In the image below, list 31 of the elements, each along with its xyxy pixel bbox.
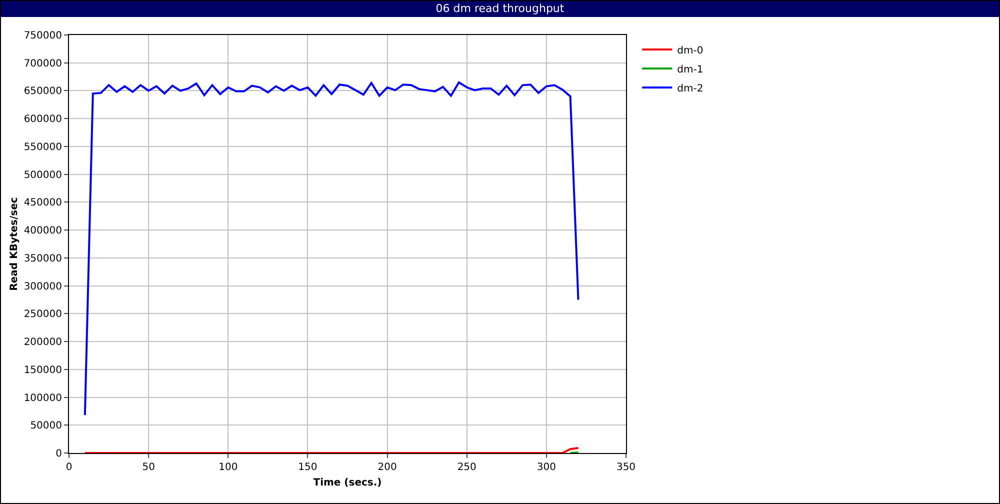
y-tick-label: 250000: [24, 309, 62, 320]
y-tick-label: 100000: [24, 392, 62, 404]
x-axis-title: Time (secs.): [313, 478, 382, 488]
legend-label: dm-1: [677, 64, 704, 76]
y-tick-label: 350000: [24, 253, 62, 264]
legend-label: dm-0: [677, 45, 704, 56]
y-tick-label: 300000: [24, 281, 62, 292]
y-tick-label: 600000: [24, 114, 62, 126]
x-tick-label: 0: [66, 462, 72, 473]
x-tick-label: 200: [378, 462, 397, 473]
y-tick-label: 750000: [24, 30, 62, 42]
x-tick-label: 300: [536, 462, 556, 473]
x-tick-label: 250: [457, 462, 476, 473]
y-tick-label: 700000: [24, 58, 62, 70]
x-tick-label: 50: [142, 462, 155, 473]
y-axis-title: Read KBytes/sec: [8, 197, 20, 291]
legend-label: dm-2: [677, 83, 704, 94]
x-tick-label: 100: [218, 462, 238, 473]
line-series: [84, 81, 580, 416]
y-tick-label: 550000: [24, 142, 62, 153]
y-tick-label: 650000: [24, 86, 62, 98]
y-tick-label: 150000: [24, 364, 62, 376]
x-tick-label: 350: [616, 462, 636, 473]
y-tick-label: 200000: [24, 337, 62, 348]
x-tick-label: 150: [298, 462, 318, 473]
y-tick-label: 0: [56, 448, 62, 460]
chart-title: 06 dm read throughput: [1, 1, 999, 17]
y-tick-label: 50000: [30, 420, 62, 432]
y-tick-label: 400000: [24, 226, 62, 237]
y-tick-label: 450000: [24, 198, 62, 209]
y-tick-label: 500000: [24, 170, 62, 181]
